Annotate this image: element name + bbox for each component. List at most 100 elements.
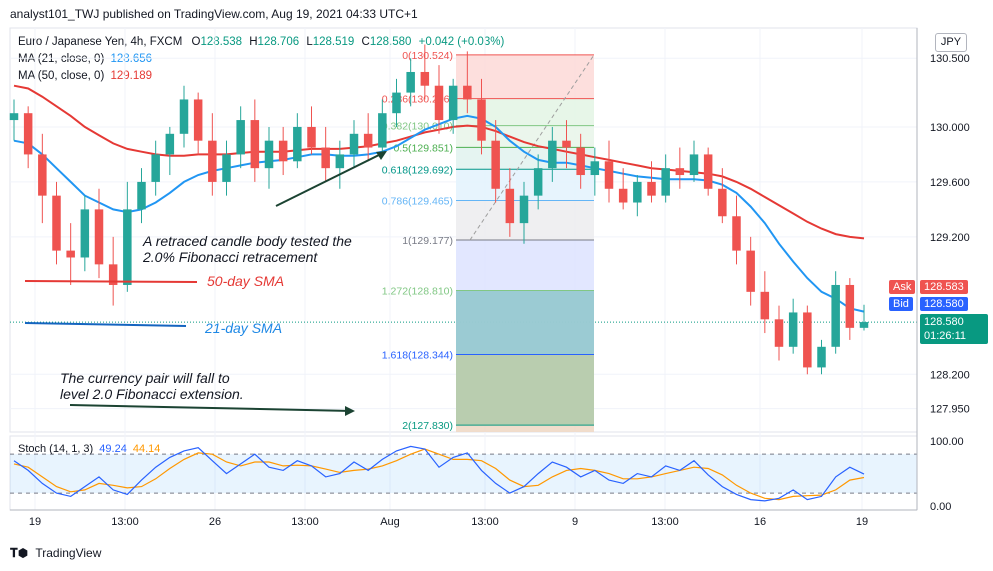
- candle-body: [675, 168, 685, 176]
- x-tick-label: 13:00: [651, 516, 679, 528]
- stoch-band-fill: [10, 454, 917, 494]
- candle-body: [633, 181, 642, 203]
- x-tick-label: Aug: [380, 516, 400, 528]
- fib-zone: [456, 169, 594, 201]
- retrace-note-line1: A retraced candle body tested the: [143, 233, 352, 249]
- stoch-d-line: [13, 448, 865, 501]
- candle-body: [519, 195, 529, 224]
- stochastic-pane: [10, 445, 917, 502]
- retrace-arrow-head: [376, 151, 387, 160]
- fall-note-line2: level 2.0 Fibonacci extension.: [60, 386, 244, 402]
- candle-body: [477, 99, 486, 141]
- ma50-legend: MA (50, close, 0) 129.189: [18, 70, 152, 82]
- candle-body: [817, 346, 826, 368]
- ma21-legend: MA (21, close, 0) 128.656: [18, 53, 152, 65]
- tradingview-logo-icon: 𝐓⬢: [10, 546, 29, 560]
- candle-body: [378, 113, 387, 148]
- y-tick-label: 130.500: [930, 53, 970, 65]
- retrace-note-line2: 2.0% Fibonacci retracement: [143, 249, 318, 265]
- candle-body: [9, 113, 19, 121]
- candle-body: [463, 85, 472, 100]
- fib-level-label: 0(130.524): [402, 50, 453, 62]
- candle-body: [590, 161, 600, 176]
- ohlc-close: C128.580: [361, 36, 412, 48]
- x-tick-label: 13:00: [111, 516, 139, 528]
- candle-body: [491, 140, 500, 189]
- ask-price: 128.583: [920, 280, 968, 294]
- candle-body: [732, 216, 741, 251]
- candle-body: [661, 168, 670, 196]
- sma21-marker-line: [24, 322, 187, 327]
- fib-level-label: 0.5(129.851): [393, 142, 453, 154]
- x-tick-label: 26: [209, 516, 221, 528]
- fib-trend-line: [469, 54, 595, 241]
- candle-body: [66, 250, 75, 258]
- candle-body: [236, 120, 245, 155]
- candle-body: [349, 133, 359, 155]
- candle-body: [689, 154, 699, 176]
- candle-body: [363, 133, 373, 148]
- candle-body: [108, 264, 118, 285]
- candle-body: [604, 161, 614, 189]
- fib-zone-ext2: [456, 354, 594, 426]
- candle-body: [80, 209, 90, 258]
- fib-level-label: 1.272(128.810): [382, 285, 453, 297]
- fib-zone: [456, 98, 594, 126]
- candle-body: [845, 284, 855, 328]
- y-tick-label: 128.200: [930, 369, 970, 381]
- candle-body: [193, 99, 203, 141]
- candle-body: [406, 71, 415, 93]
- fib-level-label: 0.618(129.692): [382, 164, 453, 176]
- candle-body: [23, 113, 33, 155]
- stoch-y-tick-label: 100.00: [930, 436, 964, 448]
- y-tick-label: 129.200: [930, 232, 970, 244]
- ohlc-open: O128.538: [191, 36, 243, 48]
- fib-level-label: 0.786(129.465): [382, 195, 453, 207]
- y-tick-label: 127.950: [930, 404, 970, 416]
- candle-body: [718, 188, 727, 217]
- candle-body: [250, 120, 260, 169]
- candle-body: [321, 147, 330, 169]
- candle-body: [278, 140, 288, 162]
- fib-level-label: 1.618(128.344): [382, 349, 453, 361]
- candle-body: [533, 168, 543, 196]
- fib-zone-ext: [456, 290, 594, 355]
- candle-body: [618, 188, 628, 203]
- x-tick-label: 16: [754, 516, 766, 528]
- candle-body: [208, 140, 217, 182]
- symbol-title: Euro / Japanese Yen, 4h, FXCM: [18, 36, 183, 48]
- ma21-label: MA (21, close, 0): [18, 53, 105, 65]
- currency-button[interactable]: JPY: [935, 33, 967, 52]
- candlesticks: [9, 44, 869, 375]
- last-price: 128.580: [924, 316, 964, 328]
- bar-countdown: 01:26:11: [924, 330, 967, 342]
- candle-body: [788, 312, 798, 347]
- ohlc-low: L128.519: [306, 36, 355, 48]
- stoch-k-line: [13, 445, 865, 502]
- candle-body: [562, 140, 571, 148]
- candle-body: [647, 181, 656, 196]
- ask-tag: Ask: [889, 280, 916, 294]
- candle-body: [576, 147, 585, 176]
- sma50-note: 50-day SMA: [207, 273, 285, 289]
- candle-body: [859, 322, 869, 328]
- y-tick-label: 129.600: [930, 177, 970, 189]
- candle-body: [746, 250, 755, 292]
- candle-body: [505, 188, 515, 224]
- fib-level-label: 1(129.177): [402, 235, 453, 247]
- candle-body: [803, 312, 812, 368]
- candle-body: [52, 195, 61, 251]
- fib-zone: [456, 240, 594, 291]
- candle-body: [434, 85, 444, 121]
- candle-body: [137, 181, 146, 210]
- bid-tag: Bid: [889, 297, 913, 311]
- x-tick-label: 19: [856, 516, 868, 528]
- candle-body: [335, 154, 345, 169]
- ma50-label: MA (50, close, 0): [18, 70, 105, 82]
- ohlc-change: +0.042 (+0.03%): [418, 36, 505, 48]
- sma50-marker-line: [24, 280, 198, 283]
- ma50-value: 129.189: [110, 70, 153, 82]
- fib-zone-tail: [456, 425, 594, 432]
- candle-body: [264, 140, 274, 169]
